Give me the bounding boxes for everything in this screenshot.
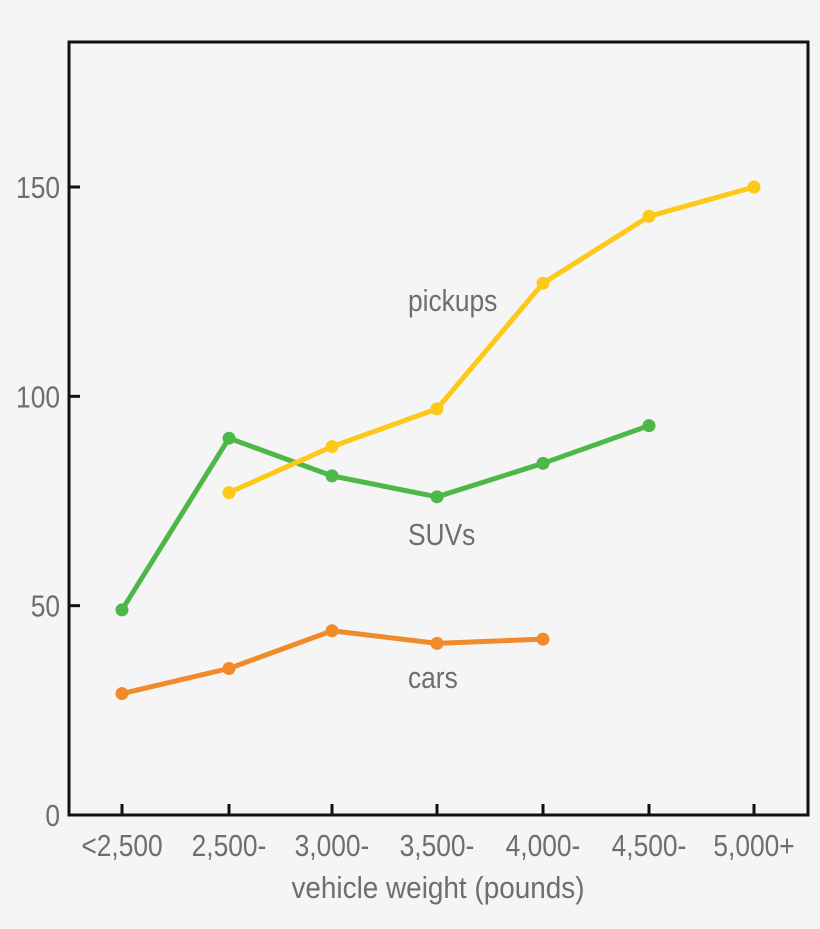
data-point: [430, 490, 444, 504]
data-point: [325, 624, 339, 638]
data-point: [536, 632, 550, 646]
data-point: [430, 402, 444, 416]
y-tick-label: 150: [16, 171, 60, 205]
series-label: cars: [408, 661, 458, 695]
x-tick-label: 2,500-: [192, 829, 267, 863]
y-tick-label: 0: [45, 799, 60, 833]
data-point: [642, 419, 656, 433]
series-pickups: pickups: [222, 180, 761, 500]
y-tick-label: 100: [16, 380, 60, 414]
data-point: [642, 209, 656, 223]
x-tick-label: 4,000-: [506, 829, 581, 863]
series-line: [121, 628, 544, 697]
series-suvs: SUVs: [115, 419, 656, 617]
data-point: [325, 469, 339, 483]
x-tick-label: <2,500: [81, 829, 162, 863]
x-axis-label: vehicle weight (pounds): [291, 871, 584, 906]
series-cars: cars: [115, 624, 550, 701]
x-tick-label: 3,500-: [400, 829, 475, 863]
x-tick-label: 3,000-: [295, 829, 370, 863]
series-line: [227, 184, 755, 495]
data-point: [115, 603, 129, 617]
series-label: pickups: [408, 284, 497, 318]
data-point: [747, 180, 761, 194]
data-point: [222, 661, 236, 675]
x-tick-label: 5,000+: [713, 829, 794, 863]
data-point: [430, 636, 444, 650]
data-point: [536, 276, 550, 290]
data-point: [325, 440, 339, 454]
data-point: [115, 687, 129, 701]
data-point: [222, 431, 236, 445]
series-line: [119, 423, 650, 612]
data-point: [222, 486, 236, 500]
x-tick-label: 4,500-: [612, 829, 687, 863]
y-tick-label: 50: [31, 590, 60, 624]
series-label: SUVs: [408, 518, 475, 552]
data-point: [536, 456, 550, 470]
plot-frame: [67, 40, 810, 817]
